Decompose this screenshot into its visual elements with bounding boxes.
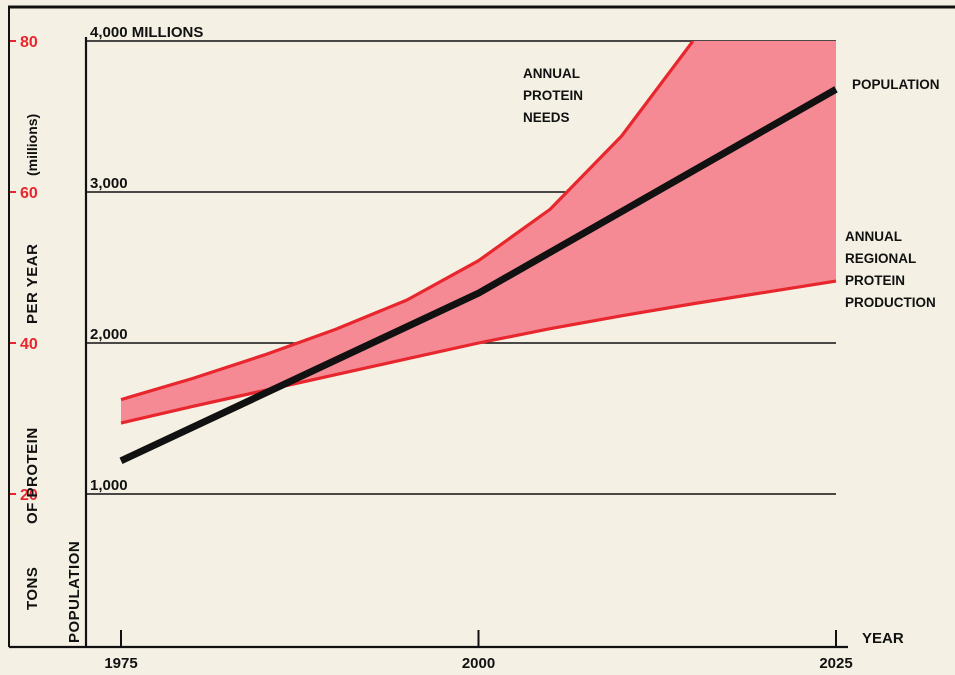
band-layer [121, 41, 836, 424]
annotation-needs-line3: NEEDS [523, 110, 570, 125]
population-axis-title: POPULATION [66, 541, 83, 643]
protein-gap-band [121, 41, 836, 424]
y-axis-title-of-protein: OF PROTEIN [24, 427, 41, 524]
protein-tick-label-20: 20 [20, 487, 38, 504]
population-tick-label-3000: 3,000 [90, 175, 128, 192]
y-axis-title-per-year: PER YEAR [24, 244, 41, 324]
x-tick-label-1975: 1975 [104, 655, 137, 672]
population-tick-label-4000: 4,000 MILLIONS [90, 24, 203, 41]
y-axis-unit: (millions) [24, 114, 40, 176]
series-layer [119, 41, 838, 464]
annotation-production-line3: PROTEIN [845, 273, 905, 288]
population-tick-label-2000: 2,000 [90, 326, 128, 343]
series-line-protein-needs [120, 41, 695, 402]
x-tick-label-2000: 2000 [462, 655, 495, 672]
population-tick-label-1000: 1,000 [90, 477, 128, 494]
annotation-protein-needs: ANNUAL PROTEIN NEEDS [523, 66, 583, 125]
y-axis-title-tons: TONS [24, 567, 41, 610]
annotation-production-line4: PRODUCTION [845, 295, 936, 310]
x-tick-label-2025: 2025 [819, 655, 852, 672]
protein-tick-label-60: 60 [20, 185, 38, 202]
series-line-protein-production [120, 279, 837, 425]
x-axis-title: YEAR [862, 630, 904, 647]
protein-tick-label-40: 40 [20, 336, 38, 353]
series-line-population [119, 86, 838, 464]
annotation-production: ANNUAL REGIONAL PROTEIN PRODUCTION [845, 229, 936, 310]
annotation-population: POPULATION [852, 77, 940, 92]
annotation-needs-line1: ANNUAL [523, 66, 580, 81]
annotation-production-line1: ANNUAL [845, 229, 902, 244]
axis-layer: 20 40 60 80 1975 2000 2025 [9, 34, 853, 672]
annotation-needs-line2: PROTEIN [523, 88, 583, 103]
protein-tick-label-80: 80 [20, 34, 38, 51]
annotation-production-line2: REGIONAL [845, 251, 916, 266]
